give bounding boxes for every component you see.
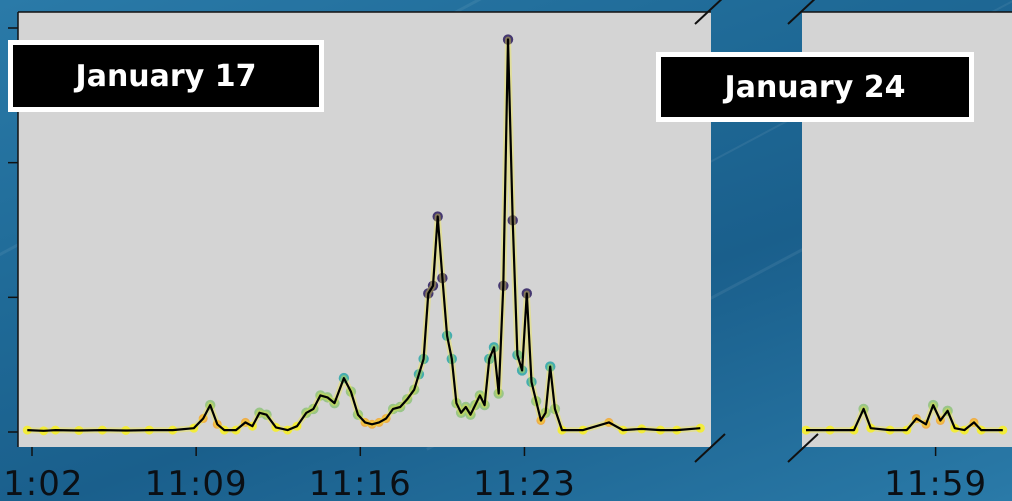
x-tick-label: 11:02 [0, 464, 83, 501]
data-point [695, 423, 705, 433]
date-label-left: January 17 [8, 40, 324, 112]
date-label-right: January 24 [656, 52, 974, 122]
axis-break-mark [694, 0, 723, 25]
x-tick-label: 11:59 [884, 464, 987, 501]
x-tick-label: 11:09 [145, 464, 248, 501]
axis-break-mark [787, 433, 819, 463]
x-tick-label: 11:16 [309, 464, 412, 501]
series-line [27, 38, 701, 432]
series-line [806, 404, 1003, 432]
axis-break-mark [694, 433, 726, 463]
x-tick-label: 11:23 [473, 464, 576, 501]
axis-break-mark [787, 0, 816, 25]
